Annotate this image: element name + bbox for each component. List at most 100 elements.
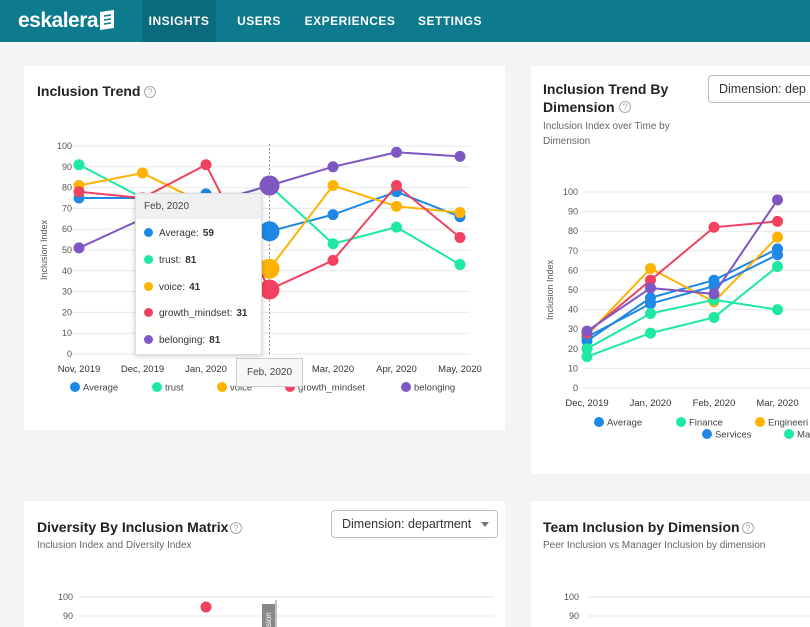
legend-marker-icon [70, 382, 80, 392]
data-point[interactable] [327, 209, 339, 221]
data-point[interactable] [391, 200, 402, 212]
help-icon[interactable]: ? [144, 86, 156, 98]
card-subtitle: Peer Inclusion vs Manager Inclusion by d… [543, 540, 766, 551]
trend-by-dimension-chart: 0 10 20 30 40 50 60 70 80 90 100 Inclusion Index Dec… [545, 187, 810, 441]
data-point[interactable] [772, 215, 783, 227]
data-point[interactable] [327, 180, 339, 192]
x-tick-label: Dec, 2019 [565, 398, 608, 409]
y-tick-label: 60 [62, 224, 72, 234]
data-point[interactable] [454, 207, 466, 219]
x-tick-label: Nov, 2019 [58, 364, 101, 375]
help-icon[interactable]: ? [230, 522, 242, 534]
data-point[interactable] [391, 221, 402, 233]
data-point[interactable] [454, 259, 466, 271]
legend-label: voice [230, 383, 252, 394]
data-point[interactable] [772, 260, 783, 272]
y-tick-label: 20 [568, 344, 578, 354]
data-point[interactable] [327, 254, 339, 266]
y-tick-label: 80 [568, 226, 578, 236]
y-tick-label: 70 [568, 246, 578, 256]
x-tick-label: Apr, 2020 [376, 364, 417, 375]
team-inclusion-card: Team Inclusion by Dimension ? Peer Inclu… [531, 501, 810, 627]
data-point[interactable] [708, 311, 720, 323]
data-point[interactable] [645, 274, 656, 286]
data-point[interactable] [708, 221, 720, 233]
growth-mindset-dot-icon [144, 308, 153, 317]
series-line-Finance [586, 265, 779, 358]
y-tick-label: 80 [62, 183, 72, 193]
data-point[interactable] [200, 159, 212, 171]
data-point[interactable] [454, 232, 466, 244]
trust-dot-icon [144, 255, 153, 264]
card-subtitle-line1: Inclusion Index over Time by [543, 121, 670, 132]
nav-users[interactable]: USERS [237, 14, 281, 28]
data-point[interactable] [327, 238, 339, 250]
y-axis-label: Inclusion Index [39, 219, 49, 280]
card-title-line1: Inclusion Trend By [543, 81, 669, 97]
data-point[interactable] [645, 327, 656, 339]
dimension-dropdown[interactable]: Dimension: dep [708, 75, 810, 103]
x-tick-label: Dec, 2019 [121, 364, 164, 375]
data-point[interactable] [73, 159, 85, 171]
y-tick-label: 40 [568, 305, 578, 315]
data-point[interactable] [772, 304, 783, 316]
nav-settings[interactable]: SETTINGS [417, 14, 482, 28]
data-point[interactable] [645, 282, 656, 294]
data-point[interactable] [327, 161, 339, 173]
y-tick-label: 0 [67, 349, 72, 359]
nav-experiences[interactable]: EXPERIENCES [304, 14, 396, 28]
series-line-series-6 [586, 199, 779, 332]
data-point[interactable] [645, 262, 656, 274]
data-point[interactable] [391, 146, 402, 158]
data-point[interactable] [772, 194, 783, 206]
x-tick-label: May, 2020 [438, 364, 482, 375]
data-point[interactable] [645, 308, 656, 320]
y-tick-label: 10 [62, 328, 72, 338]
legend-label: Engineeri [768, 418, 808, 429]
legend-label: Services [715, 430, 752, 441]
nav-insights[interactable]: INSIGHTS [142, 0, 216, 42]
data-point[interactable] [708, 288, 720, 300]
y-tick-label: 100 [58, 592, 73, 602]
legend-label: Average [607, 418, 642, 429]
y-tick-label: 100 [563, 187, 578, 197]
card-title: Diversity By Inclusion Matrix [37, 519, 229, 535]
data-point[interactable] [581, 343, 593, 355]
data-point[interactable] [581, 325, 593, 337]
x-tick-label: Mar, 2020 [312, 364, 354, 375]
x-tick-label: Jan, 2020 [185, 364, 227, 375]
help-icon[interactable]: ? [619, 101, 631, 113]
card-title-line2: Dimension [543, 99, 615, 115]
average-dot-icon [144, 228, 153, 237]
legend-label: Ma [797, 430, 810, 441]
data-point[interactable] [645, 298, 656, 310]
data-point[interactable] [200, 601, 212, 613]
x-tick-label: Feb, 2020 [693, 398, 736, 409]
data-point[interactable] [259, 221, 280, 242]
crosshair-label [262, 604, 275, 627]
data-point[interactable] [137, 167, 148, 179]
data-point[interactable] [454, 150, 466, 162]
series-line-Ma [586, 298, 778, 350]
data-point[interactable] [772, 249, 783, 261]
dimension-dropdown[interactable]: Dimension: department [331, 510, 498, 538]
y-tick-label: 100 [564, 592, 579, 602]
data-point[interactable] [391, 180, 402, 192]
data-point[interactable] [73, 186, 85, 198]
data-point[interactable] [259, 258, 280, 279]
data-point[interactable] [772, 231, 783, 243]
tooltip-row-growth-mindset: growth_mindset: 31 [144, 308, 248, 319]
data-point[interactable] [259, 175, 280, 196]
data-point[interactable] [73, 242, 85, 254]
crosshair-label-text: sion [264, 612, 273, 627]
help-icon[interactable]: ? [742, 522, 754, 534]
x-tick-label: Mar, 2020 [756, 398, 798, 409]
top-nav: eskalera INSIGHTS USERS EXPERIENCES SETT… [0, 0, 810, 42]
data-point[interactable] [259, 279, 280, 300]
card-title: Inclusion Trend [37, 83, 141, 99]
y-axis-label: Inclusion Index [545, 259, 555, 320]
app-logo[interactable]: eskalera [18, 9, 99, 32]
legend-marker-icon [755, 417, 765, 427]
data-point[interactable] [581, 351, 593, 363]
legend-label: trust [165, 383, 184, 394]
